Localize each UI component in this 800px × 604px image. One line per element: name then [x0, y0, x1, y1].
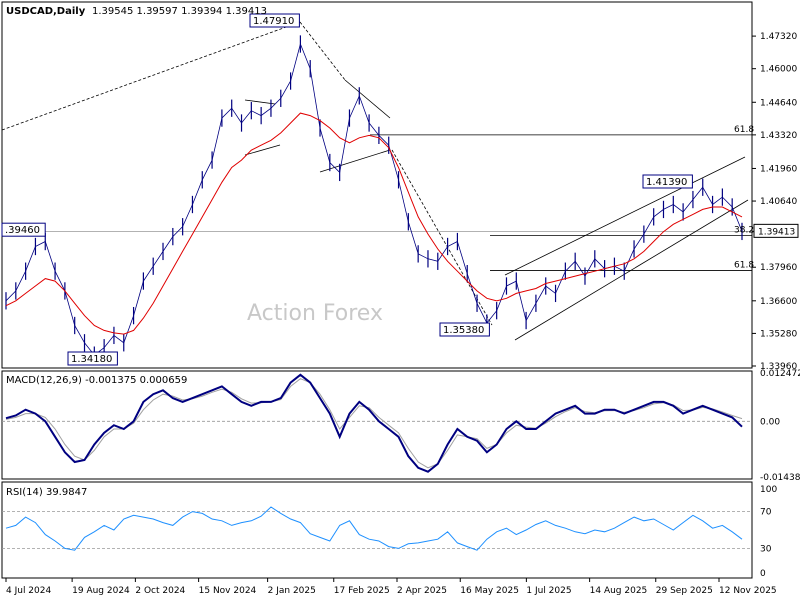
- macd-y-tick-label: -0.014389: [760, 473, 800, 483]
- price-annotation-box: [439, 322, 490, 337]
- macd-main-line: [5, 373, 743, 473]
- price-annotation-label: 1.34180: [71, 354, 112, 365]
- header-ohlc: 1.39545 1.39597 1.39394 1.39413: [92, 6, 267, 17]
- x-tick-label: 15 Nov 2024: [199, 586, 257, 596]
- trendline: [244, 99, 276, 105]
- price-y-tick-label: 1.37960: [760, 263, 797, 273]
- price-y-tick-label: 1.47320: [760, 32, 797, 42]
- x-tick-label: 2 Apr 2025: [397, 586, 447, 596]
- price-annotation-label: 1.35380: [443, 325, 484, 336]
- trendline: [319, 149, 391, 173]
- rsi-label: RSI(14) 39.9847: [6, 487, 87, 498]
- x-tick-label: 29 Sep 2025: [656, 586, 713, 596]
- x-tick-label: 2 Jan 2025: [268, 586, 316, 596]
- rsi-panel: [1, 481, 753, 579]
- current-price-box: [753, 223, 799, 238]
- price-y-tick-label: 1.41960: [760, 164, 797, 174]
- price-annotation-box: [249, 13, 300, 28]
- rsi-line: [5, 506, 743, 551]
- rsi-series: [5, 506, 743, 551]
- fib-label: 38.2: [734, 225, 754, 235]
- price-annotation-box: [642, 174, 693, 189]
- macd-label: MACD(12,26,9) -0.001375 0.000659: [6, 375, 187, 386]
- x-tick-label: 2 Oct 2024: [135, 586, 185, 596]
- price-annotation-box: [1, 222, 46, 237]
- watermark-text: Action Forex: [247, 301, 383, 326]
- x-tick-label: 4 Jul 2024: [6, 586, 51, 596]
- gridlines: [2, 230, 752, 549]
- price-annotation-label: 1.47910: [253, 16, 294, 27]
- axes: 1.47320 1.46000 1.44640 1.43320 1.41960 1.406…: [5, 32, 800, 596]
- annotations: 1.47910 1.34180 .39460 1.35380 1.41390 61.8 61…: [1, 13, 754, 366]
- fib-label: 61.8: [734, 125, 754, 135]
- sma-line: [5, 112, 743, 335]
- rsi-y-tick-label: 100: [760, 485, 777, 495]
- price-panel: [1, 1, 753, 369]
- macd-panel: [1, 370, 753, 480]
- price-line: [5, 42, 743, 356]
- header-symbol: USDCAD,Daily: [6, 6, 86, 17]
- macd-series: [5, 373, 743, 473]
- x-tick-label: 14 Aug 2025: [590, 586, 648, 596]
- x-tick-label: 17 Feb 2025: [334, 586, 390, 596]
- trendline: [344, 79, 391, 119]
- trendline: [391, 149, 493, 326]
- rsi-y-tick-label: 0: [760, 569, 766, 579]
- price-y-tick-label: 1.33960: [760, 362, 797, 372]
- trendline: [1, 21, 301, 131]
- trendline: [514, 199, 749, 341]
- trendlines: [1, 21, 752, 341]
- macd-y-tick-label: 0.00: [760, 417, 780, 427]
- watermark: Action Forex: [247, 301, 383, 326]
- trendline: [244, 144, 281, 156]
- x-tick-label: 1 Jul 2025: [526, 586, 571, 596]
- macd-y-tick-label: 0.012472: [760, 369, 800, 379]
- current-price-label: 1.39413: [758, 227, 795, 237]
- price-series: [5, 35, 743, 364]
- rsi-y-tick-label: 30: [760, 544, 772, 554]
- price-y-tick-label: 1.40640: [760, 197, 797, 207]
- price-y-tick-label: 1.36600: [760, 297, 797, 307]
- price-annotation-label: 1.41390: [646, 177, 687, 188]
- fib-label: 61.8: [734, 260, 754, 270]
- price-y-tick-label: 1.46000: [760, 65, 797, 75]
- price-y-tick-label: 1.44640: [760, 98, 797, 108]
- price-annotation-box: [67, 351, 118, 366]
- trendline: [299, 21, 346, 81]
- rsi-y-tick-label: 70: [760, 508, 772, 518]
- x-tick-label: 16 May 2025: [460, 586, 519, 596]
- x-tick-label: 19 Aug 2024: [72, 586, 130, 596]
- trendline: [504, 156, 746, 276]
- x-tick-label: 12 Nov 2025: [719, 586, 777, 596]
- price-y-tick-label: 1.35280: [760, 329, 797, 339]
- price-y-tick-label: 1.43320: [760, 131, 797, 141]
- price-annotation-label: .39460: [5, 225, 40, 236]
